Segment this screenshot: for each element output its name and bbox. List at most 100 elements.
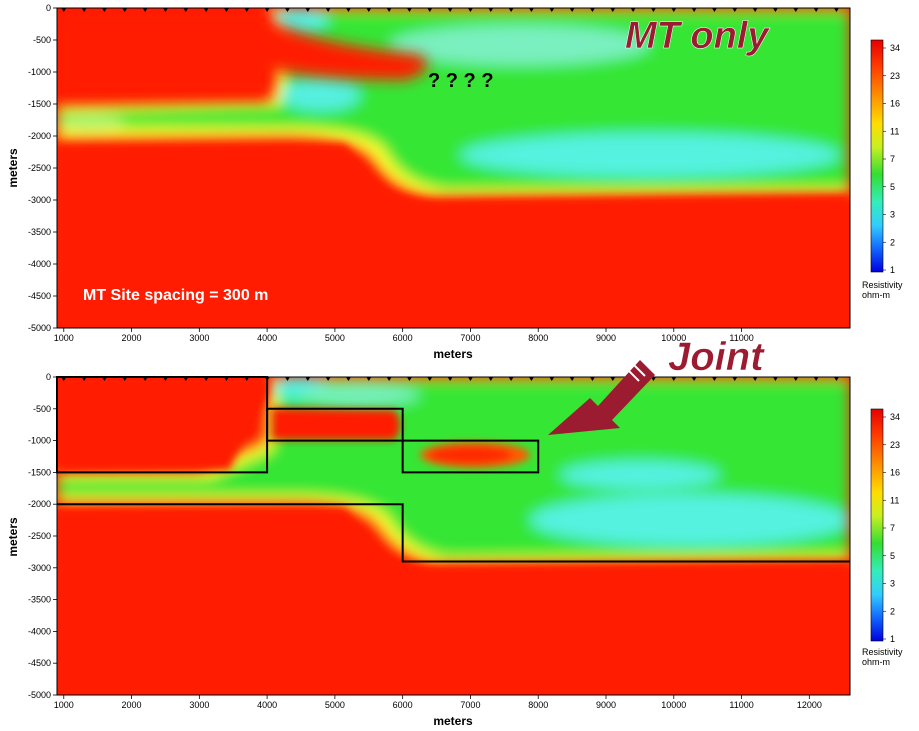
top-colorbar-ticks: 34 23 16 11 7 5 3 2 1	[883, 43, 900, 275]
colorbar-tick-label: 1	[890, 265, 895, 275]
station-marker	[61, 377, 67, 381]
station-marker	[488, 377, 494, 381]
colorbar-tick-label: 11	[890, 495, 899, 505]
station-marker	[427, 377, 433, 381]
station-marker	[549, 377, 555, 381]
top-y-ticks: 0 -500 -1000 -1500 -2000 -2500 -3000 -3500 -4000…	[28, 3, 57, 333]
station-marker	[772, 377, 778, 381]
y-tick-label: -500	[33, 35, 51, 45]
x-tick-label: 2000	[122, 333, 142, 343]
x-tick-label: 3000	[189, 700, 209, 710]
station-marker	[264, 377, 270, 381]
station-marker	[406, 8, 412, 12]
station-marker	[142, 8, 148, 12]
station-marker	[691, 8, 697, 12]
colorbar-tick-label: 16	[890, 468, 900, 478]
station-marker	[589, 377, 595, 381]
x-tick-label: 1000	[54, 700, 74, 710]
bottom-x-ticks: 1000 2000 3000 4000 5000 6000 7000 8000 9000 1000…	[54, 695, 822, 710]
station-marker	[752, 377, 758, 381]
station-marker	[244, 8, 250, 12]
y-tick-label: -3000	[28, 563, 51, 573]
y-tick-label: -1500	[28, 467, 51, 477]
station-marker	[813, 8, 819, 12]
bottom-colorbar-gradient	[870, 408, 884, 642]
station-marker	[569, 8, 575, 12]
station-marker	[244, 377, 250, 381]
y-tick-label: -1500	[28, 99, 51, 109]
station-marker	[81, 8, 87, 12]
station-marker	[386, 8, 392, 12]
top-colorbar-units: ohm-m	[862, 290, 890, 300]
station-marker	[508, 8, 514, 12]
y-tick-label: -1000	[28, 67, 51, 77]
station-marker	[447, 377, 453, 381]
station-marker	[467, 8, 473, 12]
x-tick-label: 9000	[596, 333, 616, 343]
station-marker	[203, 8, 209, 12]
station-marker	[345, 8, 351, 12]
x-tick-label: 4000	[257, 333, 277, 343]
question-marks-annotation: ? ? ? ?	[428, 70, 494, 92]
station-marker	[650, 377, 656, 381]
station-marker	[691, 377, 697, 381]
top-x-axis-label: meters	[433, 347, 473, 361]
bottom-y-axis-label: meters	[6, 517, 20, 557]
station-marker	[610, 8, 616, 12]
y-tick-label: -3000	[28, 195, 51, 205]
colorbar-tick-label: 1	[890, 634, 895, 644]
x-tick-label: 8000	[528, 333, 548, 343]
station-marker	[427, 8, 433, 12]
bottom-title: Joint	[668, 335, 765, 379]
station-marker	[223, 377, 229, 381]
station-marker	[630, 8, 636, 12]
colorbar-tick-label: 11	[890, 126, 899, 136]
joint-arrow-icon	[548, 357, 655, 435]
station-marker	[488, 8, 494, 12]
station-marker	[162, 8, 168, 12]
top-x-ticks: 1000 2000 3000 4000 5000 6000 7000 8000 9000 1000…	[54, 328, 754, 343]
station-marker	[772, 8, 778, 12]
station-marker	[793, 8, 799, 12]
colorbar-tick-label: 3	[890, 210, 895, 220]
boundary-right-body	[401, 439, 540, 474]
station-marker	[813, 377, 819, 381]
y-tick-label: -2500	[28, 531, 51, 541]
y-tick-label: -1000	[28, 436, 51, 446]
station-marker	[183, 377, 189, 381]
y-tick-label: -2000	[28, 499, 51, 509]
station-marker	[671, 8, 677, 12]
x-tick-label: 10000	[661, 333, 686, 343]
station-marker	[61, 8, 67, 12]
station-marker	[610, 377, 616, 381]
top-station-markers	[61, 8, 839, 12]
station-marker	[325, 377, 331, 381]
y-tick-label: -5000	[28, 690, 51, 700]
bottom-colorbar-title: Resistivity	[862, 647, 903, 657]
bottom-heatmap	[57, 377, 850, 695]
colorbar-tick-label: 2	[890, 606, 895, 616]
station-marker	[305, 377, 311, 381]
station-marker	[386, 377, 392, 381]
station-marker	[264, 8, 270, 12]
bottom-x-axis-label: meters	[433, 714, 473, 728]
x-tick-label: 6000	[393, 700, 413, 710]
colorbar-tick-label: 5	[890, 551, 895, 561]
colorbar-tick-label: 23	[890, 440, 900, 450]
station-marker	[203, 377, 209, 381]
station-marker	[833, 8, 839, 12]
station-marker	[305, 8, 311, 12]
station-marker	[711, 8, 717, 12]
station-marker	[467, 377, 473, 381]
station-marker	[223, 8, 229, 12]
bottom-colorbar-ticks: 34 23 16 11 7 5 3 2 1	[883, 412, 900, 644]
x-tick-label: 5000	[325, 333, 345, 343]
station-marker	[101, 8, 107, 12]
x-tick-label: 2000	[122, 700, 142, 710]
colorbar-tick-label: 34	[890, 43, 900, 53]
x-tick-label: 7000	[460, 700, 480, 710]
x-tick-label: 3000	[189, 333, 209, 343]
x-tick-label: 11000	[729, 700, 753, 710]
y-tick-label: -4500	[28, 291, 51, 301]
